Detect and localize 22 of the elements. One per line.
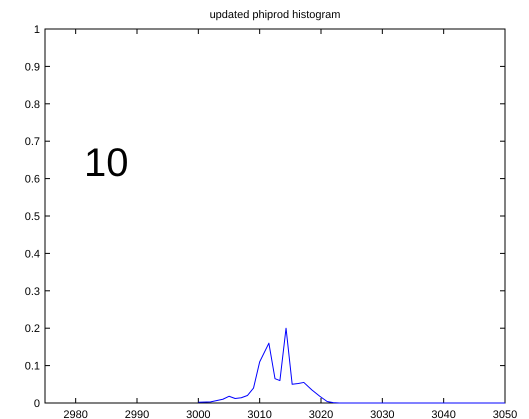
line-series: [198, 328, 506, 404]
y-tick-label: 0.4: [24, 248, 40, 260]
x-tick-label: 3020: [308, 409, 334, 419]
x-tick-label: 3030: [370, 409, 395, 419]
chart-title: updated phiprod histogram: [210, 9, 340, 21]
y-tick-label: 0.5: [24, 211, 40, 223]
x-tick-label: 3010: [247, 409, 272, 419]
x-tick-label: 2980: [63, 409, 88, 419]
y-tick-label: 0.3: [24, 286, 40, 298]
x-tick-label: 3000: [186, 409, 211, 419]
annotation: 10: [84, 141, 128, 185]
y-tick-label: 0.7: [24, 136, 40, 148]
y-tick-label: 1: [34, 24, 40, 36]
y-tick-label: 0.8: [24, 98, 40, 111]
x-tick-label: 3040: [431, 409, 456, 419]
x-tick-label: 2990: [124, 409, 150, 419]
y-tick-label: 0.9: [24, 61, 40, 74]
y-tick-label: 0.6: [24, 174, 40, 186]
y-tick-label: 0.2: [24, 323, 40, 336]
y-tick-label: 0.1: [24, 360, 40, 373]
y-tick-label: 0: [34, 398, 40, 410]
x-tick-label: 3050: [492, 409, 518, 419]
